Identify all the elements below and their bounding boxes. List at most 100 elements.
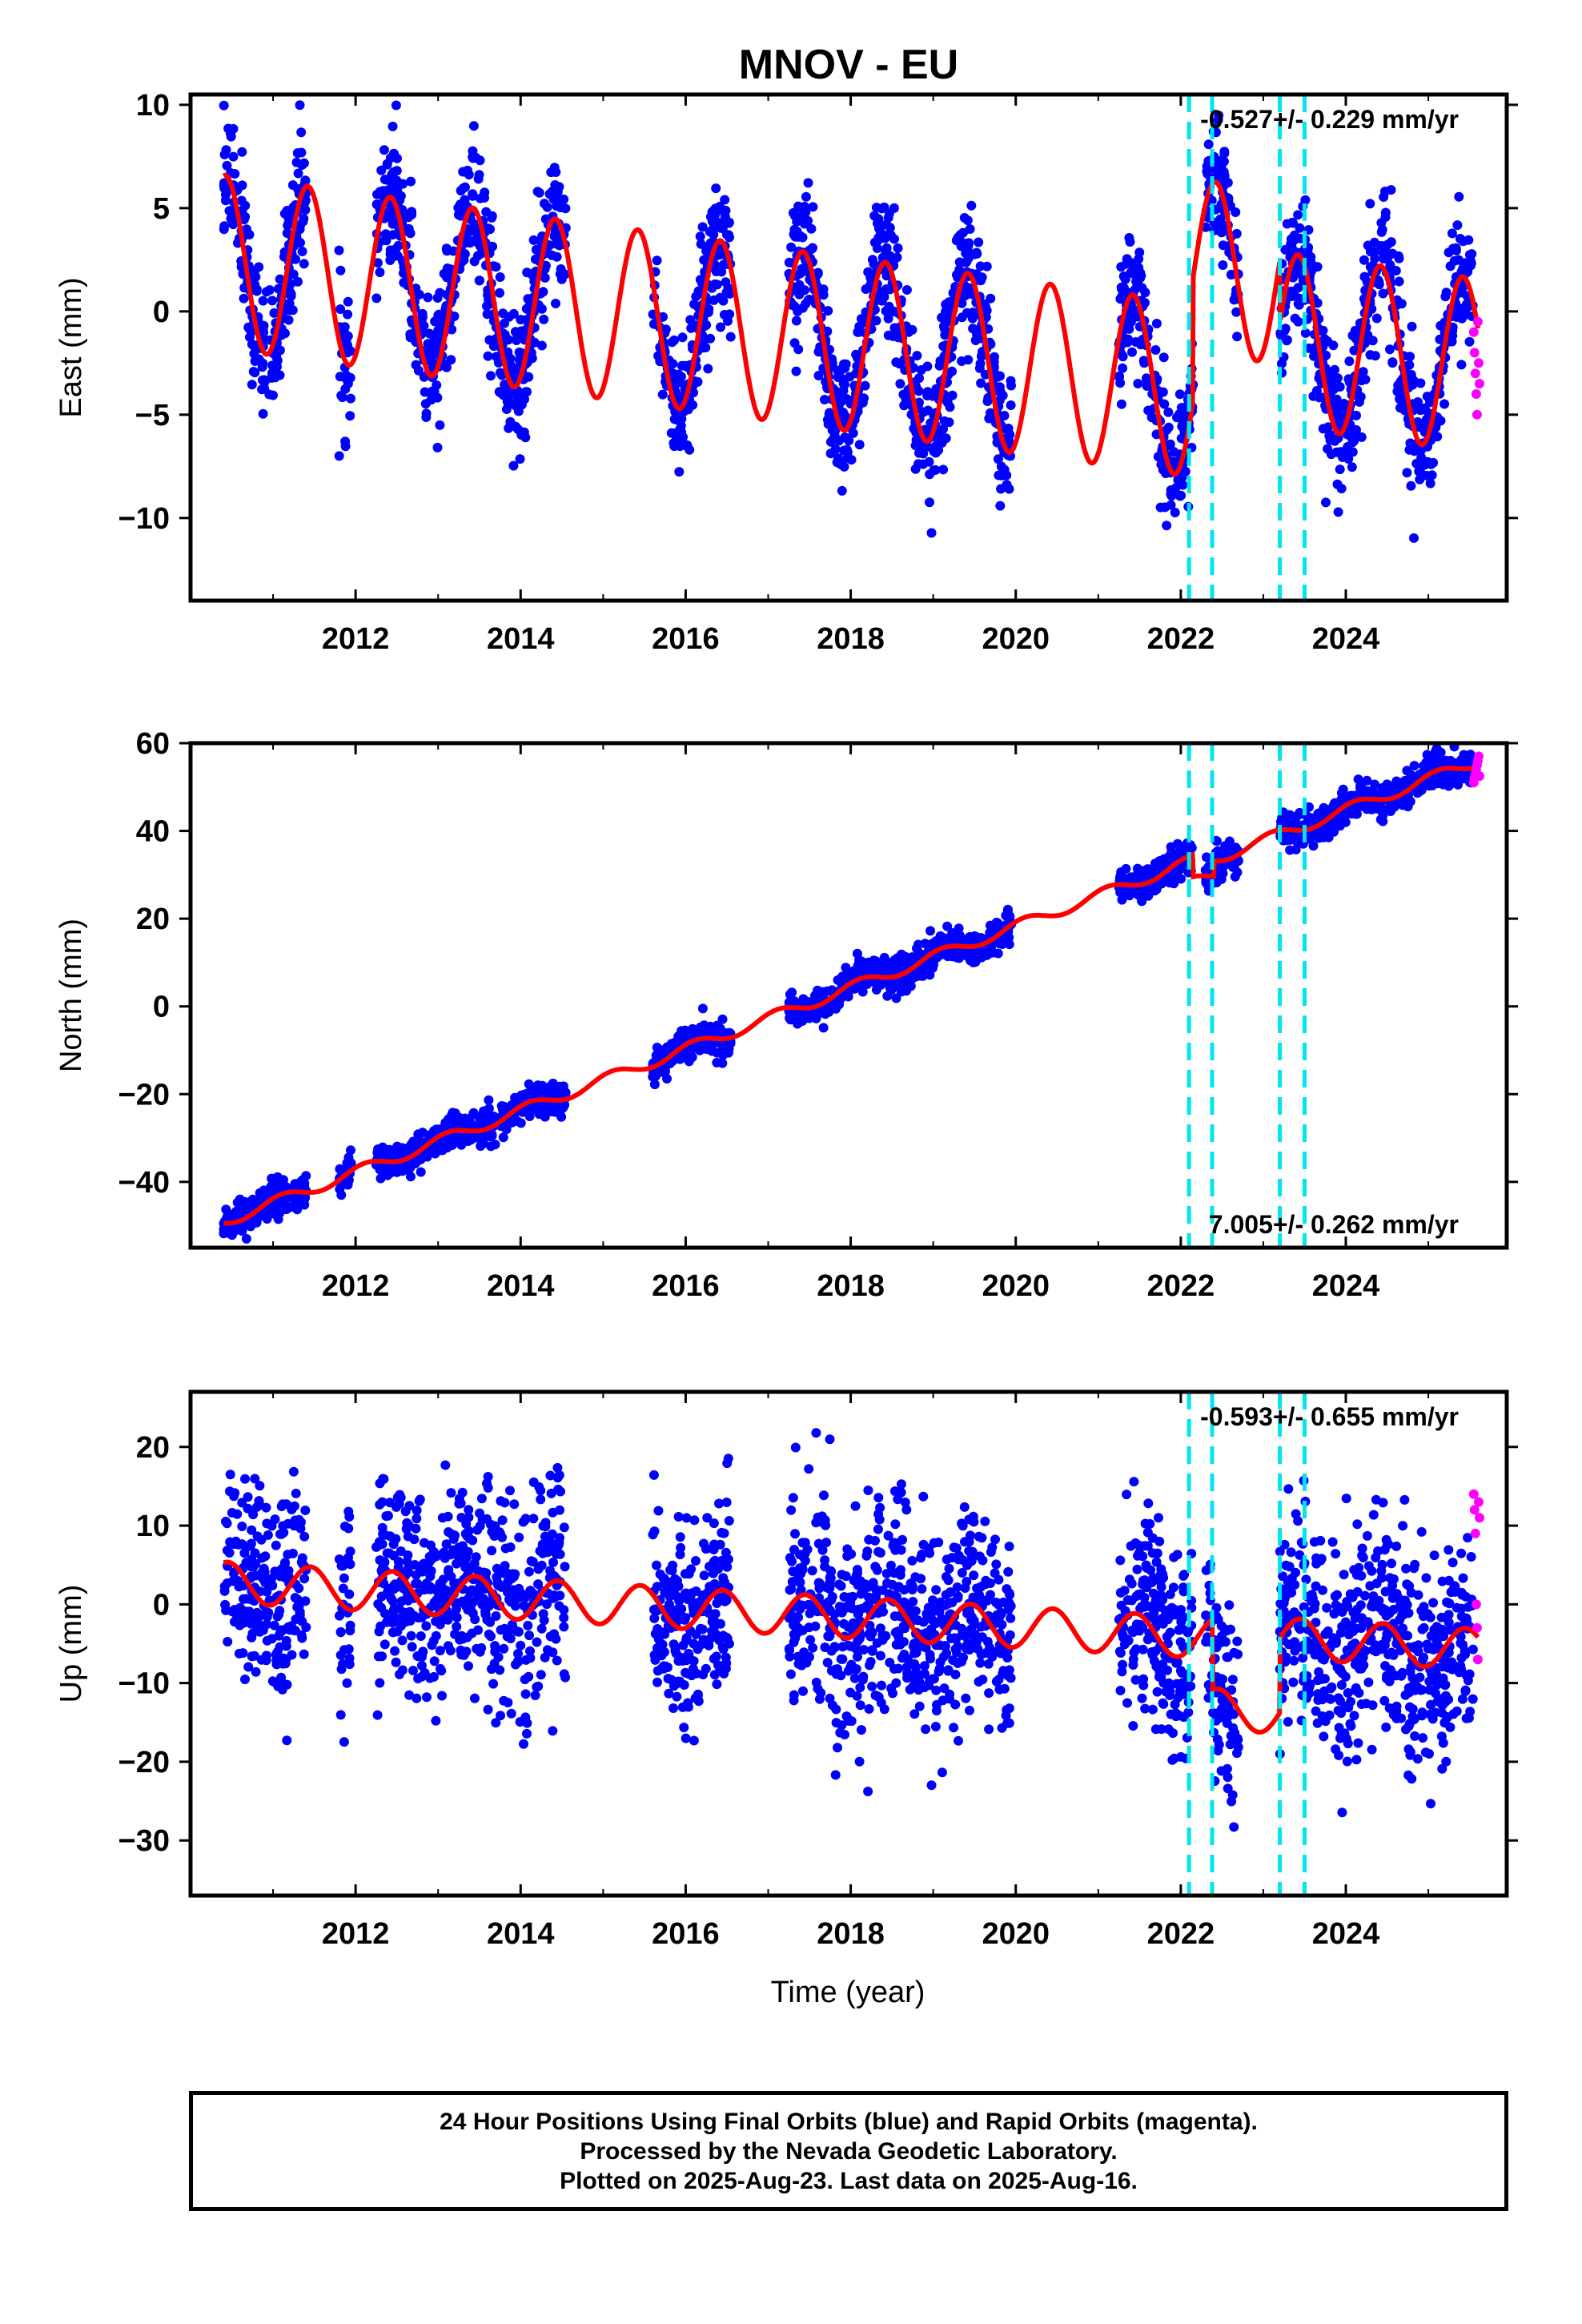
final-point <box>926 528 937 538</box>
final-point <box>918 448 929 459</box>
final-point <box>389 148 399 159</box>
final-point <box>459 1135 469 1144</box>
final-point <box>1394 276 1404 287</box>
final-orbit-points <box>219 100 1478 543</box>
final-point <box>505 416 516 427</box>
final-point <box>490 1140 500 1150</box>
final-point <box>269 308 279 318</box>
final-point <box>297 247 307 256</box>
final-point <box>258 375 267 385</box>
final-point <box>910 464 921 474</box>
final-point <box>1339 811 1349 822</box>
final-point <box>414 289 424 300</box>
final-point <box>534 187 544 198</box>
final-point <box>876 287 886 297</box>
final-point <box>335 372 345 382</box>
final-point <box>674 376 684 387</box>
final-point <box>458 1116 468 1127</box>
final-point <box>922 361 933 372</box>
final-point <box>720 195 730 205</box>
final-point <box>994 395 1005 405</box>
final-point <box>219 1224 229 1234</box>
final-point <box>1231 307 1242 317</box>
final-point <box>853 327 864 337</box>
final-point <box>695 231 705 242</box>
final-point <box>1335 464 1345 475</box>
final-point <box>721 277 731 287</box>
final-point <box>554 240 564 251</box>
final-point <box>402 1164 412 1175</box>
final-point <box>250 1216 260 1226</box>
final-point <box>343 309 353 320</box>
final-point <box>258 358 268 368</box>
final-point <box>1121 863 1131 874</box>
final-point <box>1178 480 1188 490</box>
final-point <box>1151 319 1162 328</box>
x-tick-label: 2016 <box>652 622 720 656</box>
final-point <box>469 256 480 267</box>
final-point <box>872 243 882 253</box>
final-point <box>1391 266 1401 275</box>
final-point <box>944 417 954 428</box>
final-point <box>334 245 344 255</box>
final-point <box>1454 191 1464 202</box>
final-point <box>828 434 838 444</box>
final-point <box>971 247 982 258</box>
final-point <box>1231 228 1242 239</box>
final-point <box>837 485 847 496</box>
final-point <box>680 1051 690 1062</box>
rapid-point <box>1468 327 1479 337</box>
final-point <box>1464 336 1475 347</box>
final-point <box>707 207 717 217</box>
final-point <box>420 399 431 409</box>
x-tick-label: 2020 <box>982 622 1050 656</box>
final-point <box>432 442 443 452</box>
final-point <box>925 497 934 508</box>
final-point <box>952 952 962 963</box>
final-point <box>951 935 962 945</box>
final-point <box>838 408 849 417</box>
final-point <box>475 193 485 203</box>
final-point <box>1131 271 1142 282</box>
final-point <box>1294 810 1304 820</box>
rapid-orbit-points <box>1468 316 1484 420</box>
final-point <box>385 1168 396 1178</box>
final-point <box>1374 279 1384 290</box>
final-point <box>1343 426 1354 436</box>
final-point <box>1160 502 1170 513</box>
final-point <box>406 176 416 187</box>
final-point <box>486 371 496 381</box>
final-point <box>697 1003 708 1014</box>
final-point <box>468 189 478 199</box>
final-point <box>261 287 271 297</box>
final-point <box>881 306 891 316</box>
final-point <box>1376 227 1387 237</box>
final-point <box>391 189 402 199</box>
final-point <box>521 304 532 314</box>
final-point <box>721 230 732 239</box>
final-point <box>254 262 264 272</box>
final-point <box>446 355 456 365</box>
final-point <box>220 190 231 199</box>
final-point <box>668 368 678 379</box>
final-point <box>468 153 478 163</box>
final-point <box>982 261 992 271</box>
final-point <box>703 308 713 317</box>
final-point <box>1439 399 1450 409</box>
final-point <box>822 1004 833 1015</box>
final-point <box>1367 336 1378 346</box>
final-point <box>521 315 532 325</box>
x-tick-label: 2022 <box>1147 622 1215 656</box>
final-point <box>1203 164 1213 175</box>
final-point <box>378 1145 387 1156</box>
final-point <box>372 189 382 199</box>
final-point <box>498 1132 508 1143</box>
final-point <box>222 160 232 171</box>
final-point <box>1378 288 1388 299</box>
final-point <box>299 158 309 168</box>
final-point <box>689 299 700 309</box>
final-point <box>219 221 230 231</box>
final-point <box>267 296 278 306</box>
final-point <box>245 324 255 335</box>
final-point <box>657 389 668 400</box>
